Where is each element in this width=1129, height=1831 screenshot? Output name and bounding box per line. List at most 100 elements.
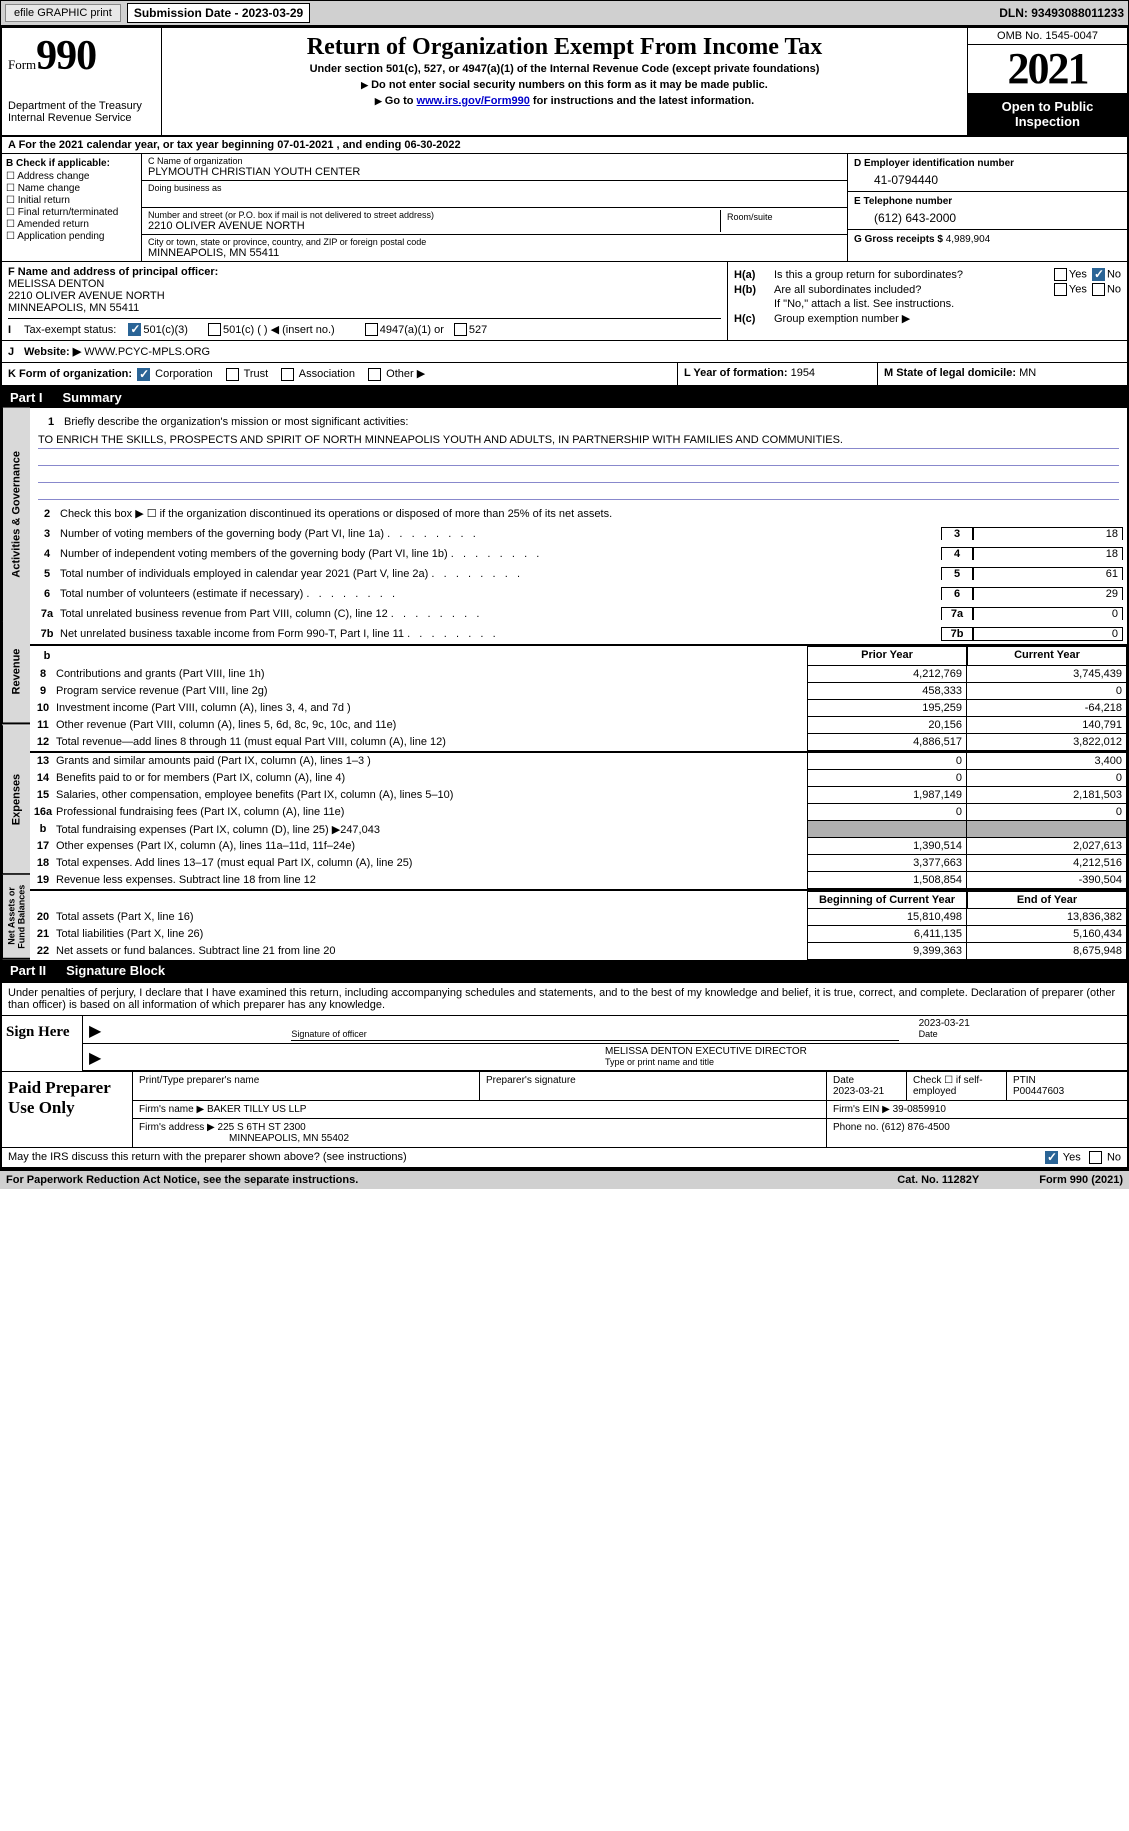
tab-governance: Activities & Governance [2, 408, 30, 622]
efile-print-button[interactable]: efile GRAPHIC print [5, 4, 121, 22]
department: Department of the Treasury Internal Reve… [8, 100, 155, 124]
org-name: PLYMOUTH CHRISTIAN YOUTH CENTER [148, 166, 841, 178]
row-i: I Tax-exempt status: 501(c)(3) 501(c) ( … [8, 318, 721, 336]
summary-body: Activities & Governance Revenue Expenses… [2, 408, 1127, 960]
line-16a: 16a Professional fundraising fees (Part … [30, 804, 1127, 821]
cat-no: Cat. No. 11282Y [897, 1174, 979, 1186]
street-cell: Number and street (or P.O. box if mail i… [142, 208, 847, 235]
irs-link[interactable]: www.irs.gov/Form990 [417, 95, 530, 107]
discuss-no[interactable] [1089, 1151, 1102, 1164]
city-cell: City or town, state or province, country… [142, 235, 847, 261]
row-j: J Website: ▶ WWW.PCYC-MPLS.ORG [2, 341, 1127, 363]
gross-label: G Gross receipts $ [854, 234, 943, 245]
paid-row-1: Print/Type preparer's name Preparer's si… [133, 1072, 1127, 1101]
box-d: D Employer identification number 41-0794… [848, 154, 1127, 192]
tax-exempt-label: Tax-exempt status: [24, 324, 116, 336]
h-b-note: If "No," attach a list. See instructions… [734, 298, 1121, 310]
discuss-yes[interactable] [1045, 1151, 1058, 1164]
governance-section: 1Briefly describe the organization's mis… [30, 408, 1127, 646]
tax-year: 2021 [968, 45, 1127, 93]
row-a-tax-period: A For the 2021 calendar year, or tax yea… [2, 137, 1127, 154]
website: WWW.PCYC-MPLS.ORG [84, 346, 210, 358]
dln: DLN: 93493088011233 [999, 6, 1124, 20]
ha-yes[interactable] [1054, 268, 1067, 281]
city-label: City or town, state or province, country… [148, 237, 841, 247]
bottom-strip: For Paperwork Reduction Act Notice, see … [0, 1169, 1129, 1189]
hb-no[interactable] [1092, 283, 1105, 296]
netassets-section: Beginning of Current Year End of Year 20… [30, 891, 1127, 960]
box-h: H(a) Is this a group return for subordin… [727, 262, 1127, 340]
lead-i: I [8, 324, 24, 336]
officer-name: MELISSA DENTON [8, 278, 721, 290]
expenses-section: 13 Grants and similar amounts paid (Part… [30, 753, 1127, 891]
sig-intro: Under penalties of perjury, I declare th… [2, 983, 1127, 1016]
h-c: H(c) Group exemption number ▶ [734, 312, 1121, 325]
hb-yes[interactable] [1054, 283, 1067, 296]
line-11: 11 Other revenue (Part VIII, column (A),… [30, 717, 1127, 734]
omb-number: OMB No. 1545-0047 [968, 28, 1127, 45]
row-l: L Year of formation: 1954 [677, 363, 877, 385]
chk-other[interactable] [368, 368, 381, 381]
org-name-cell: C Name of organization PLYMOUTH CHRISTIA… [142, 154, 847, 181]
chk-name[interactable]: ☐ Name change [6, 183, 137, 194]
chk-527[interactable] [454, 323, 467, 336]
net-header: Beginning of Current Year End of Year [30, 891, 1127, 909]
phone-value: (612) 643-2000 [854, 211, 1121, 225]
top-bar: efile GRAPHIC print Submission Date - 20… [0, 0, 1129, 26]
sig-officer-line: ▶ Signature of officer 2023-03-21Date [83, 1016, 1127, 1044]
line-9: 9 Program service revenue (Part VIII, li… [30, 683, 1127, 700]
discuss-row: May the IRS discuss this return with the… [2, 1147, 1127, 1167]
form-ref: Form 990 (2021) [1039, 1174, 1123, 1186]
row-m: M State of legal domicile: MN [877, 363, 1127, 385]
org-name-label: C Name of organization [148, 156, 841, 166]
line-b: b Total fundraising expenses (Part IX, c… [30, 821, 1127, 838]
form-container: Form990 Department of the Treasury Inter… [0, 26, 1129, 1169]
tab-expenses: Expenses [2, 725, 30, 875]
header-right: OMB No. 1545-0047 2021 Open to Public In… [967, 28, 1127, 135]
header-middle: Return of Organization Exempt From Incom… [162, 28, 967, 135]
chk-amended[interactable]: ☐ Amended return [6, 219, 137, 230]
line-21: 21 Total liabilities (Part X, line 26) 6… [30, 926, 1127, 943]
chk-501c3[interactable] [128, 323, 141, 336]
sign-here-right: ▶ Signature of officer 2023-03-21Date ▶ … [82, 1016, 1127, 1071]
h-b: H(b) Are all subordinates included? Yes … [734, 283, 1121, 296]
signature-block: Under penalties of perjury, I declare th… [2, 981, 1127, 1167]
chk-501c[interactable] [208, 323, 221, 336]
line-14: 14 Benefits paid to or for members (Part… [30, 770, 1127, 787]
gross-value: 4,989,904 [946, 234, 991, 245]
section-fh: F Name and address of principal officer:… [2, 262, 1127, 341]
open-public: Open to Public Inspection [968, 93, 1127, 135]
line-5: 5 Total number of individuals employed i… [30, 564, 1127, 584]
form-number: Form990 [8, 32, 155, 80]
city: MINNEAPOLIS, MN 55411 [148, 247, 841, 259]
line-7a: 7a Total unrelated business revenue from… [30, 604, 1127, 624]
chk-corp[interactable] [137, 368, 150, 381]
chk-final[interactable]: ☐ Final return/terminated [6, 207, 137, 218]
line-7b: 7b Net unrelated business taxable income… [30, 624, 1127, 644]
form-title: Return of Organization Exempt From Incom… [166, 34, 963, 61]
chk-4947[interactable] [365, 323, 378, 336]
chk-initial[interactable]: ☐ Initial return [6, 195, 137, 206]
form-word: Form [8, 57, 36, 72]
mission-block: 1Briefly describe the organization's mis… [30, 408, 1127, 504]
street: 2210 OLIVER AVENUE NORTH [148, 220, 720, 232]
part-1-header: Part I Summary [2, 387, 1127, 408]
ha-no[interactable] [1092, 268, 1105, 281]
paid-label: Paid Preparer Use Only [2, 1072, 132, 1147]
line-6: 6 Total number of volunteers (estimate i… [30, 584, 1127, 604]
paid-row-3: Firm's address ▶ 225 S 6TH ST 2300MINNEA… [133, 1119, 1127, 1147]
part-1-num: Part I [10, 390, 63, 405]
mission-text: TO ENRICH THE SKILLS, PROSPECTS AND SPIR… [38, 432, 1119, 449]
line-13: 13 Grants and similar amounts paid (Part… [30, 753, 1127, 770]
chk-address[interactable]: ☐ Address change [6, 171, 137, 182]
chk-pending[interactable]: ☐ Application pending [6, 231, 137, 242]
dba-label: Doing business as [148, 183, 841, 193]
row-klm: K Form of organization: Corporation Trus… [2, 363, 1127, 387]
sig-name-line: ▶ MELISSA DENTON EXECUTIVE DIRECTORType … [83, 1044, 1127, 1071]
box-deg: D Employer identification number 41-0794… [847, 154, 1127, 261]
chk-trust[interactable] [226, 368, 239, 381]
line-22: 22 Net assets or fund balances. Subtract… [30, 943, 1127, 960]
chk-assoc[interactable] [281, 368, 294, 381]
ein-value: 41-0794440 [854, 173, 1121, 187]
box-f: F Name and address of principal officer:… [2, 262, 727, 340]
